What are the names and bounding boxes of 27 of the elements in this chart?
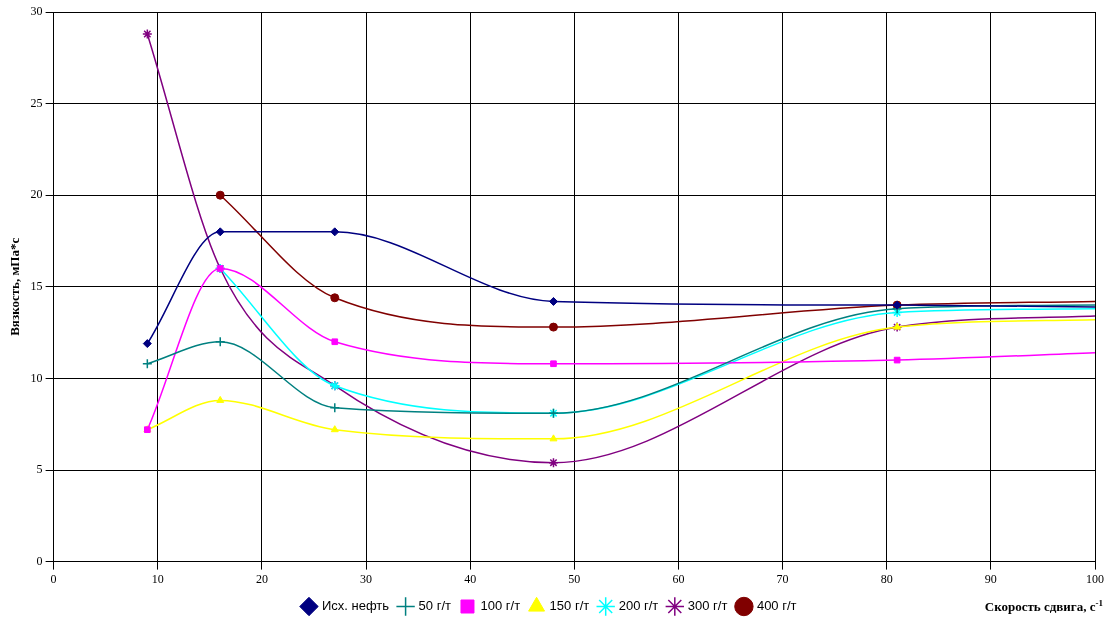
- legend-label: 50 г/т: [418, 598, 452, 614]
- legend-label: 150 г/т: [549, 598, 590, 614]
- y-tick-label: 20: [30, 187, 43, 202]
- x-axis-title: Скорость сдвига, с$^{-1}$: [984, 597, 1103, 615]
- x-tick-label: 0: [50, 571, 57, 586]
- y-tick-label: 5: [36, 462, 43, 477]
- legend-label: 200 г/т: [618, 598, 659, 614]
- legend-label: 400 г/т: [756, 598, 797, 614]
- y-axis-title: Вязкость, мПа*с: [7, 237, 23, 336]
- x-tick-label: 100: [1086, 571, 1104, 586]
- y-tick-label: 10: [30, 370, 43, 385]
- x-tick-label: 20: [255, 571, 268, 586]
- legend-label: 100 г/т: [480, 598, 521, 614]
- y-tick-label: 30: [30, 4, 43, 19]
- y-tick-label: 15: [30, 278, 43, 293]
- legend-label: Исх. нефть: [321, 598, 390, 614]
- y-tick-label: 0: [36, 553, 43, 568]
- x-tick-label: 80: [880, 571, 893, 586]
- y-tick-label: 25: [30, 95, 43, 110]
- x-tick-label: 30: [360, 571, 373, 586]
- x-tick-label: 10: [151, 571, 164, 586]
- x-tick-label: 50: [568, 571, 581, 586]
- x-tick-label: 60: [672, 571, 685, 586]
- x-tick-label: 70: [776, 571, 789, 586]
- x-tick-label: 40: [464, 571, 477, 586]
- x-tick-label: 90: [984, 571, 997, 586]
- legend-label: 300 г/т: [687, 598, 728, 614]
